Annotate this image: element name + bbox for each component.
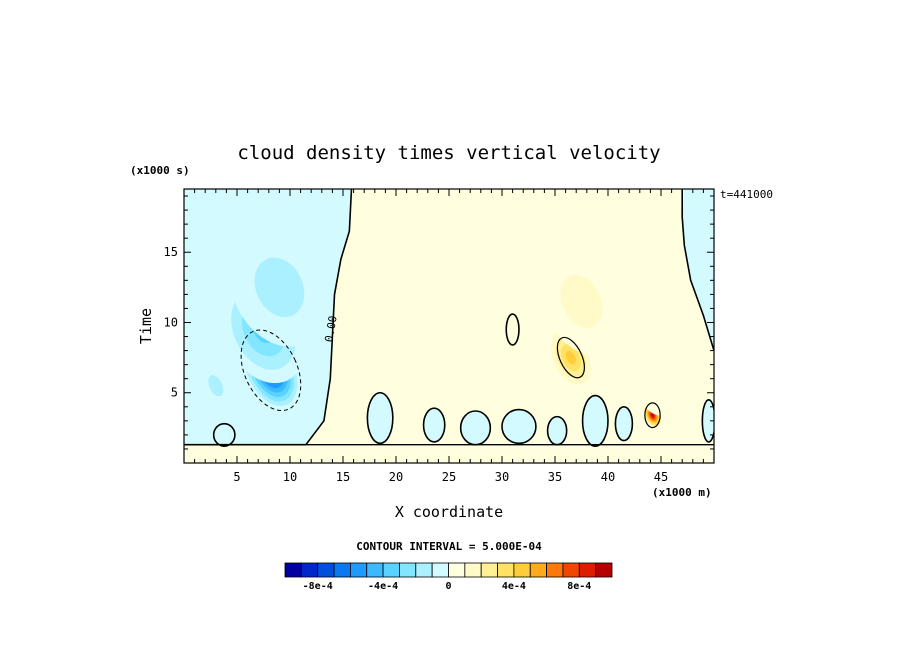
feature-level bbox=[208, 375, 224, 397]
colorbar-swatch bbox=[415, 562, 433, 578]
colorbar-swatch bbox=[431, 562, 449, 578]
x-tick-label: 10 bbox=[283, 470, 297, 484]
positive-contour bbox=[644, 402, 661, 429]
colorbar-swatch bbox=[595, 562, 613, 578]
colorbar-swatch bbox=[366, 562, 384, 578]
x-tick-label: 35 bbox=[548, 470, 562, 484]
y-tick-label: 15 bbox=[164, 245, 178, 259]
x-tick-label: 25 bbox=[442, 470, 456, 484]
colorbar-swatch bbox=[562, 562, 580, 578]
cloud-bump bbox=[213, 423, 235, 447]
x-unit-label: (x1000 m) bbox=[652, 486, 712, 499]
cloud-bump bbox=[367, 392, 393, 444]
cloud-contour bbox=[581, 394, 609, 447]
colorbar-swatch bbox=[349, 562, 368, 578]
colorbar-swatch bbox=[284, 562, 302, 578]
x-tick-label: 20 bbox=[389, 470, 403, 484]
axes-layer: 5 10 15 20 25 30 35 40 45 5 10 15 bbox=[164, 188, 715, 484]
colorbar-swatch bbox=[382, 562, 400, 578]
y-tick-label: 10 bbox=[164, 315, 178, 329]
feature-5 bbox=[539, 247, 624, 355]
y-tick-label: 5 bbox=[171, 386, 178, 400]
colorbar-swatch bbox=[497, 562, 515, 578]
cloud-bump bbox=[502, 409, 536, 444]
small-contour bbox=[505, 313, 520, 346]
chart-title: cloud density times vertical velocity bbox=[237, 142, 660, 164]
x-tick-label: 45 bbox=[654, 470, 668, 484]
colorbar-swatch bbox=[399, 562, 417, 578]
feature-level bbox=[565, 350, 576, 365]
cloud-bump bbox=[423, 408, 445, 442]
feature-3 bbox=[200, 364, 231, 407]
cloud-bump bbox=[582, 395, 609, 447]
colorbar-tick-label: 8e-4 bbox=[567, 581, 591, 592]
contour-interval-label: CONTOUR INTERVAL = 5.000E-04 bbox=[356, 540, 542, 553]
cloud-contour bbox=[212, 422, 236, 447]
colorbar-swatch bbox=[513, 562, 531, 578]
colorbar-swatch bbox=[333, 562, 351, 578]
cloud-contour bbox=[501, 408, 537, 445]
feature-2 bbox=[229, 227, 330, 347]
cloud-contour bbox=[701, 398, 714, 443]
x-tick-label: 40 bbox=[601, 470, 615, 484]
colorbar-swatch bbox=[529, 562, 548, 578]
cloud-contour bbox=[422, 407, 446, 443]
zero-contour-right bbox=[681, 189, 714, 351]
colorbar-tick-label: 4e-4 bbox=[502, 581, 526, 592]
colorbar-tick-label: -4e-4 bbox=[368, 581, 398, 592]
y-unit-label: (x1000 s) bbox=[130, 164, 190, 177]
cloud-contour bbox=[614, 405, 634, 442]
feature-8 bbox=[376, 326, 458, 389]
positive-contour bbox=[556, 336, 586, 379]
colorbar-swatch bbox=[578, 562, 597, 578]
feature-level bbox=[254, 257, 305, 318]
colorbar-tick-label: -8e-4 bbox=[303, 581, 333, 592]
cloud-bump bbox=[460, 411, 491, 445]
x-tick-label: 15 bbox=[336, 470, 350, 484]
colorbar-swatch bbox=[464, 562, 482, 578]
time-stamp: t=441000 bbox=[720, 188, 773, 201]
contour-layer: 0.00 bbox=[184, 189, 714, 447]
feature-level bbox=[560, 274, 603, 329]
x-tick-label: 30 bbox=[495, 470, 509, 484]
cloud-bump bbox=[615, 406, 633, 441]
colorbar-tick-label: 0 bbox=[445, 581, 451, 592]
feature-level bbox=[639, 369, 683, 416]
x-tick-label: 5 bbox=[233, 470, 240, 484]
field-layer bbox=[184, 189, 714, 463]
colorbar-swatch bbox=[448, 562, 466, 578]
cloud-bump bbox=[547, 416, 567, 445]
y-axis-title: Time bbox=[137, 308, 155, 344]
colorbar-swatch bbox=[546, 562, 564, 578]
colorbar-swatch bbox=[480, 562, 498, 578]
feature-7 bbox=[639, 369, 683, 416]
negative-contour bbox=[240, 329, 302, 412]
contour-label: 0.00 bbox=[322, 315, 339, 343]
colorbar: -8e-4 -4e-4 0 4e-4 8e-4 bbox=[284, 562, 613, 592]
colorbar-swatch bbox=[317, 562, 335, 578]
zero-contour bbox=[184, 189, 353, 446]
feature-level bbox=[376, 326, 458, 389]
negative-region-right bbox=[682, 189, 714, 351]
cloud-contour bbox=[366, 391, 394, 445]
cloud-bump bbox=[702, 399, 714, 442]
x-axis-title: X coordinate bbox=[395, 503, 503, 521]
feature-level bbox=[651, 413, 654, 417]
colorbar-swatch bbox=[300, 562, 319, 578]
